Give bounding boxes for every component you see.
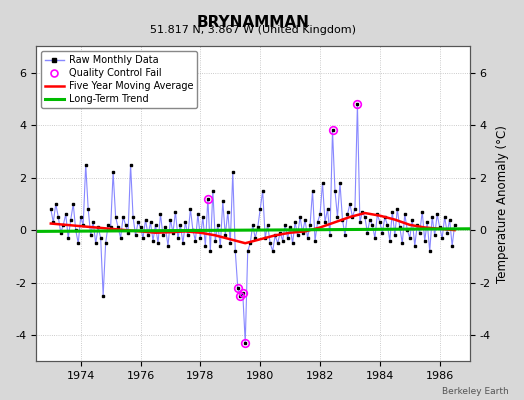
Legend: Raw Monthly Data, Quality Control Fail, Five Year Moving Average, Long-Term Tren: Raw Monthly Data, Quality Control Fail, …: [41, 51, 198, 108]
Y-axis label: Temperature Anomaly (°C): Temperature Anomaly (°C): [496, 125, 509, 283]
Text: Berkeley Earth: Berkeley Earth: [442, 387, 508, 396]
Title: BRYNAMMAN: BRYNAMMAN: [196, 15, 309, 30]
Text: 51.817 N, 3.867 W (United Kingdom): 51.817 N, 3.867 W (United Kingdom): [150, 26, 356, 36]
